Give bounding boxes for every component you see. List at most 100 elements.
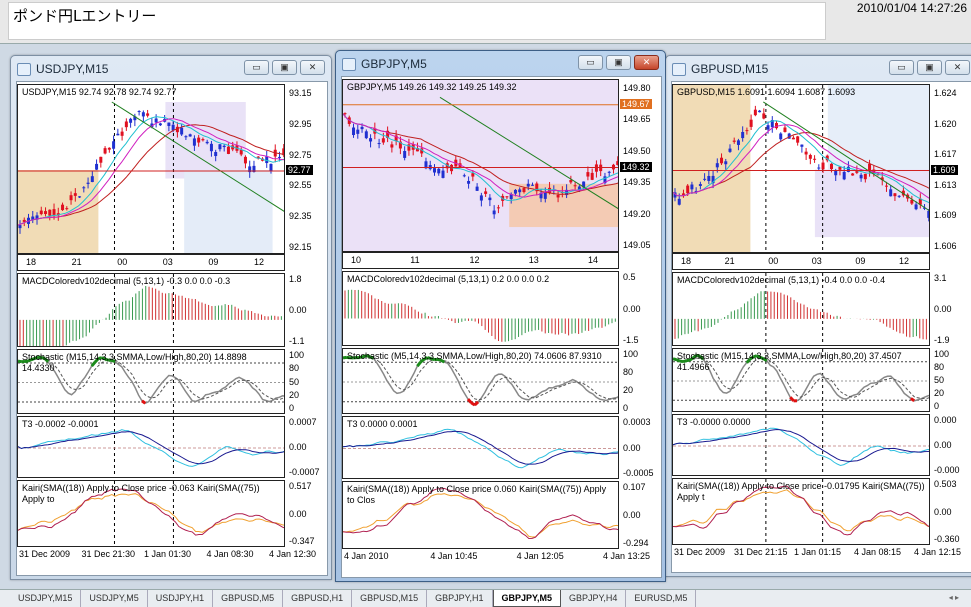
price-chart-panel[interactable]: USDJPY,M15 92.74 92.78 92.74 92.77: [17, 84, 285, 254]
hour-scale: 18 21 00 03 09 12: [672, 253, 930, 270]
close-button[interactable]: ✕: [300, 60, 325, 75]
candle: [496, 207, 500, 209]
current-price-tag: 92.77: [286, 165, 313, 175]
candle: [505, 196, 509, 198]
chart-tab[interactable]: GBPJPY,H4: [561, 590, 627, 607]
stoch-overbought-mark: [30, 356, 36, 362]
candle: [424, 161, 428, 169]
candle: [531, 184, 535, 186]
chart-tab[interactable]: GBPUSD,M15: [352, 590, 428, 607]
chart-window-gbpusd-m15[interactable]: GBPUSD,M15 ▭ ▣ ✕ GBPUSD,M15 1.6091 1.6094 1…: [665, 55, 971, 577]
window-title-bar[interactable]: GBPUSD,M15: [672, 60, 768, 78]
candle: [437, 168, 441, 174]
candle: [720, 157, 724, 164]
price-axis-label: 149.80: [623, 83, 651, 93]
close-button[interactable]: ✕: [945, 60, 970, 75]
stochastic-panel[interactable]: Stochastic (M5,14,3,3,SMMA,Low/High,80,2…: [342, 348, 619, 414]
candle: [209, 143, 213, 152]
date-axis-label: 4 Jan 12:15: [914, 547, 962, 557]
candle: [137, 111, 141, 113]
candle: [188, 134, 192, 137]
minimize-button[interactable]: ▭: [889, 60, 914, 75]
maximize-button[interactable]: ▣: [917, 60, 942, 75]
candle: [582, 181, 586, 188]
kairi-panel[interactable]: Kairi(SMA((18)) Apply to Close price -0.…: [17, 480, 285, 547]
t3-panel[interactable]: T3 0.0000 0.0001: [342, 416, 619, 479]
kairi-panel[interactable]: Kairi(SMA((18)) Apply to Close price -0.…: [672, 478, 930, 545]
stochastic-axis-label: 0: [289, 403, 295, 413]
candle: [226, 146, 230, 154]
t3-slow-line: [343, 430, 618, 465]
price-axis-label: 149.65: [623, 114, 651, 125]
candle: [415, 148, 419, 152]
candle: [677, 198, 681, 205]
close-button[interactable]: ✕: [634, 55, 659, 70]
window-title-bar[interactable]: USDJPY,M15: [17, 60, 108, 78]
candle: [813, 158, 817, 160]
candle: [513, 189, 517, 194]
candle: [239, 150, 243, 155]
candle: [509, 194, 513, 199]
candle: [69, 195, 73, 201]
maximize-button[interactable]: ▣: [272, 60, 297, 75]
stoch-overbought-mark: [679, 359, 684, 364]
hour-label: 18: [681, 256, 692, 266]
t3-panel[interactable]: T3 -0.0000 0.0000: [672, 414, 930, 476]
price-chart-panel[interactable]: GBPUSD,M15 1.6091 1.6094 1.6087 1.6093: [672, 84, 930, 253]
chart-window-icon: [672, 62, 686, 76]
stoch-overbought-mark: [749, 355, 755, 361]
note-text[interactable]: ポンド円Lエントリー: [8, 2, 826, 40]
stoch-overbought-mark: [27, 358, 32, 363]
candle: [715, 163, 719, 168]
stochastic-panel[interactable]: Stochastic (M15,14,3,3,SMMA,Low/High,80,…: [17, 349, 285, 414]
window-title-bar[interactable]: GBPJPY,M5: [342, 55, 427, 73]
chart-tab[interactable]: USDJPY,H1: [148, 590, 214, 607]
maximize-button[interactable]: ▣: [606, 55, 631, 70]
chart-tab[interactable]: EURUSD,M5: [626, 590, 697, 607]
chart-area[interactable]: USDJPY,M15 92.74 92.78 92.74 92.77 93.15 9…: [16, 81, 328, 576]
chart-window-usdjpy-m15[interactable]: USDJPY,M15 ▭ ▣ ✕ USDJPY,M15 92.74 92.78 92.…: [10, 55, 332, 580]
candle: [535, 183, 539, 192]
price-axis-label: 92.55: [289, 180, 312, 191]
candle: [386, 130, 390, 138]
price-chart-panel[interactable]: GBPJPY,M5 149.26 149.32 149.25 149.32: [342, 79, 619, 252]
t3-panel[interactable]: T3 -0.0002 -0.0001: [17, 416, 285, 478]
candle: [265, 156, 269, 164]
candle: [252, 165, 256, 172]
macd-panel[interactable]: MACDColoredv102decimal (5,13,1) -0.4 0.0…: [672, 272, 930, 346]
chart-tab[interactable]: GBPJPY,H1: [427, 590, 493, 607]
macd-axis-label: 0.00: [934, 304, 952, 314]
kairi-panel[interactable]: Kairi(SMA((18)) Apply to Close price 0.0…: [342, 481, 619, 549]
candle: [834, 170, 838, 176]
candle: [343, 113, 347, 115]
chart-area[interactable]: GBPUSD,M15 1.6091 1.6094 1.6087 1.6093 1.…: [671, 81, 971, 573]
candle: [471, 173, 475, 177]
t3-axis-label: 0.000: [934, 415, 957, 425]
chart-tab[interactable]: USDJPY,M15: [10, 590, 82, 607]
candle: [859, 174, 863, 179]
tab-scroll-arrows[interactable]: ◂ ▸: [948, 593, 959, 602]
candle: [694, 190, 698, 192]
chart-tab[interactable]: USDJPY,M5: [81, 590, 148, 607]
candle: [758, 110, 762, 113]
chart-tab[interactable]: GBPUSD,H1: [283, 590, 353, 607]
chart-tab[interactable]: GBPUSD,M5: [213, 590, 284, 607]
chart-tab[interactable]: GBPJPY,M5: [492, 590, 562, 607]
stoch-overbought-mark: [90, 361, 97, 368]
macd-panel[interactable]: MACDColoredv102decimal (5,13,1) -0.3 0.0…: [17, 273, 285, 347]
kairi-axis-label: 0.107: [623, 482, 646, 492]
macd-panel[interactable]: MACDColoredv102decimal (5,13,1) 0.2 0.0 …: [342, 271, 619, 346]
stoch-overbought-mark: [759, 355, 765, 361]
stochastic-panel[interactable]: Stochastic (M15,14,3,3,SMMA,Low/High,80,…: [672, 348, 930, 412]
kairi-75-line: [673, 485, 929, 536]
candle: [52, 209, 56, 215]
minimize-button[interactable]: ▭: [578, 55, 603, 70]
minimize-button[interactable]: ▭: [244, 60, 269, 75]
candle: [484, 191, 488, 194]
chart-area[interactable]: GBPJPY,M5 149.26 149.32 149.25 149.32 149…: [341, 76, 662, 578]
date-axis-label: 1 Jan 01:15: [794, 547, 842, 557]
macd-axis-label: 1.8: [289, 274, 302, 284]
chart-window-gbpjpy-m5[interactable]: GBPJPY,M5 ▭ ▣ ✕ GBPJPY,M5 149.26 149.32 149…: [335, 50, 666, 582]
candle: [910, 199, 914, 204]
t3-axis-label: 0.00: [623, 442, 641, 453]
